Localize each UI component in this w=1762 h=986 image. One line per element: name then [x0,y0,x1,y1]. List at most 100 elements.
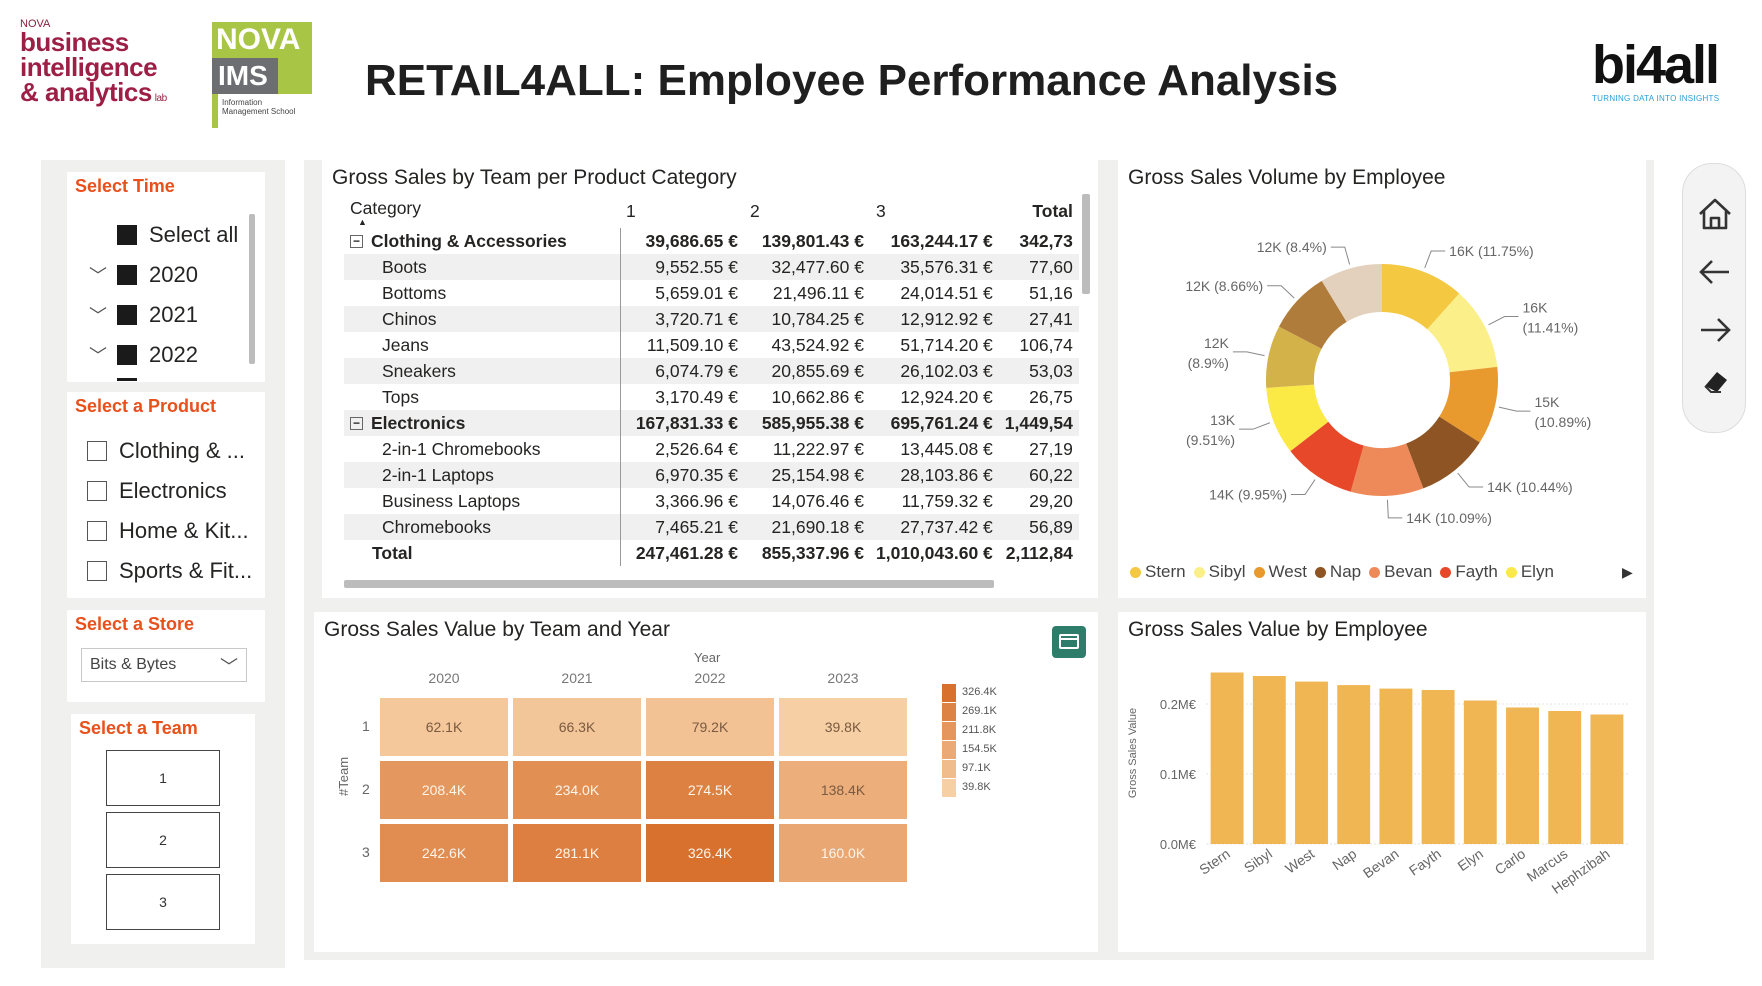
x-tick-label: Nap [1329,845,1359,873]
heatmap-cell[interactable]: 274.5K [646,761,774,819]
visual-table-icon[interactable] [1052,626,1086,658]
bar[interactable] [1421,690,1455,844]
column-header-total[interactable]: Total [1032,200,1073,221]
back-arrow-icon[interactable] [1695,252,1735,292]
legend-next-icon[interactable]: ▶ [1622,564,1633,580]
matrix-row[interactable]: 2-in-1 Laptops 6,970.35 €25,154.98 €28,10… [344,462,1079,488]
column-header-category[interactable]: Category ▲ [350,197,422,227]
matrix-cell: 27,737.42 € [870,514,999,540]
bar[interactable] [1590,714,1624,845]
donut-leader-line [1330,246,1351,265]
year-2021-option[interactable]: ﹀ 2021 [89,302,198,327]
donut-data-label: 16K (11.41%) [1523,300,1579,336]
legend-item[interactable]: West [1253,562,1307,582]
heatmap-cell[interactable]: 281.1K [513,824,641,882]
donut-slice[interactable] [1427,293,1498,373]
matrix-row[interactable]: 2-in-1 Chromebooks 2,526.64 € 11,222.97 € 1… [344,436,1079,462]
time-slicer-scrollbar[interactable] [249,214,255,364]
heatmap-cell[interactable]: 242.6K [380,824,508,882]
matrix-cell: 106,74 [1019,334,1073,355]
team-1-button[interactable]: 1 [106,750,220,806]
team-slicer-title: Select a Team [79,718,198,738]
bar[interactable] [1337,685,1371,844]
column-header-team-3[interactable]: 3 [876,200,886,221]
legend-item[interactable]: Elyn [1505,562,1554,582]
eraser-icon[interactable] [1695,360,1735,400]
forward-arrow-icon[interactable] [1695,310,1735,350]
matrix-cell: 21,496.11 € [772,282,864,303]
matrix-group-row[interactable]: − Clothing & Accessories 39,686.65 € 139,80… [344,228,1079,254]
heatmap-cell[interactable]: 62.1K [380,698,508,756]
heatmap-cell[interactable]: 79.2K [646,698,774,756]
matrix-group-row[interactable]: − Electronics 167,831.33 €585,955.38 €695,… [344,410,1079,436]
matrix-row[interactable]: Jeans 11,509.10 € 43,524.92 € 51,714.20 € 10… [344,332,1079,358]
matrix-row[interactable]: Chinos 3,720.71 €10,784.25 €12,912.92 €27… [344,306,1079,332]
filter-sidebar: Select Time Select all ﹀ 2020 ﹀ 2021 ﹀ 2… [41,160,285,968]
legend-item[interactable]: Bevan [1369,562,1432,582]
year-2022-option[interactable]: ﹀ 2022 [89,342,198,367]
matrix-cell: 35,576.31 € [870,254,999,280]
column-header-team-1[interactable]: 1 [626,200,636,221]
team-2-button[interactable]: 2 [106,812,220,868]
matrix-row[interactable]: Business Laptops 3,366.96 € 14,076.46 € 11,… [344,488,1079,514]
donut-data-label: 12K (8.4%) [1257,239,1327,255]
donut-slice[interactable] [1266,384,1329,452]
matrix-row[interactable]: Chromebooks 7,465.21 €21,690.18 €27,737.4… [344,514,1079,540]
legend-item[interactable]: Fayth [1440,562,1498,582]
collapse-icon[interactable]: − [350,235,363,249]
team-3-button[interactable]: 3 [106,874,220,930]
checkbox-checked-icon [117,265,137,285]
heatmap-cell[interactable]: 138.4K [779,761,907,819]
heatmap-cell[interactable]: 66.3K [513,698,641,756]
product-option-electronics[interactable]: Electronics [87,476,227,506]
home-icon[interactable] [1695,194,1735,234]
matrix-row[interactable]: Boots 9,552.55 €32,477.60 €35,576.31 €77,… [344,254,1079,280]
y-tick-label: 0.1M€ [1160,767,1197,782]
legend-item[interactable]: Nap [1314,562,1361,582]
gross-sales-matrix: Gross Sales by Team per Product Category… [322,160,1098,598]
store-dropdown[interactable]: Bits & Bytes ﹀ [81,648,247,682]
heatmap-cell[interactable]: 208.4K [380,761,508,819]
product-option-home-kitchen[interactable]: Home & Kit... [87,516,249,546]
bar[interactable] [1506,707,1539,845]
heatmap-cell[interactable]: 39.8K [779,698,907,756]
donut-slice[interactable] [1290,421,1364,492]
matrix-total-row[interactable]: Total 247,461.28 € 855,337.96 € 1,010,043.6… [344,540,1079,566]
bar[interactable] [1379,688,1413,844]
legend-item[interactable]: Stern [1130,562,1186,582]
bar[interactable] [1295,681,1328,844]
donut-slice[interactable] [1439,366,1498,443]
team-year-heatmap: Gross Sales Value by Team and Year Year … [314,612,1098,952]
bar[interactable] [1252,676,1286,844]
product-option-clothing[interactable]: Clothing & ... [87,436,245,466]
donut-slice[interactable] [1321,264,1382,322]
x-tick-label: Elyn [1455,845,1486,874]
chevron-down-icon[interactable]: ﹀ [89,346,107,366]
matrix-row[interactable]: Tops 3,170.49 € 10,662.86 € 12,924.20 € 26,7… [344,384,1079,410]
chevron-down-icon[interactable]: ﹀ [89,266,107,286]
product-option-sports-fitness[interactable]: Sports & Fit... [87,556,252,586]
donut-slice[interactable] [1406,416,1480,489]
donut-slice[interactable] [1350,443,1424,496]
bar[interactable] [1210,672,1244,845]
matrix-cell: 27,19 [1029,438,1073,459]
collapse-icon[interactable]: − [350,417,363,431]
select-all-option[interactable]: Select all [117,220,238,250]
donut-slice[interactable] [1382,264,1460,330]
heatmap-cell[interactable]: 326.4K [646,824,774,882]
matrix-cell: 51,16 [1029,282,1073,303]
year-2020-option[interactable]: ﹀ 2020 [89,262,198,287]
matrix-horizontal-scrollbar[interactable] [344,580,994,588]
bar[interactable] [1548,711,1582,844]
matrix-row[interactable]: Bottoms 5,659.01 € 21,496.11 € 24,014.51 € 5… [344,280,1079,306]
legend-item[interactable]: Sibyl [1193,562,1246,582]
donut-slice[interactable] [1279,280,1347,349]
donut-slice[interactable] [1266,326,1322,388]
matrix-row[interactable]: Sneakers 6,074.79 €20,855.69 €26,102.03 €… [344,358,1079,384]
chevron-down-icon[interactable]: ﹀ [89,306,107,326]
heatmap-cell[interactable]: 234.0K [513,761,641,819]
bar[interactable] [1463,700,1497,845]
heatmap-cell[interactable]: 160.0K [779,824,907,882]
column-header-team-2[interactable]: 2 [750,200,760,221]
matrix-vertical-scrollbar[interactable] [1082,194,1090,294]
